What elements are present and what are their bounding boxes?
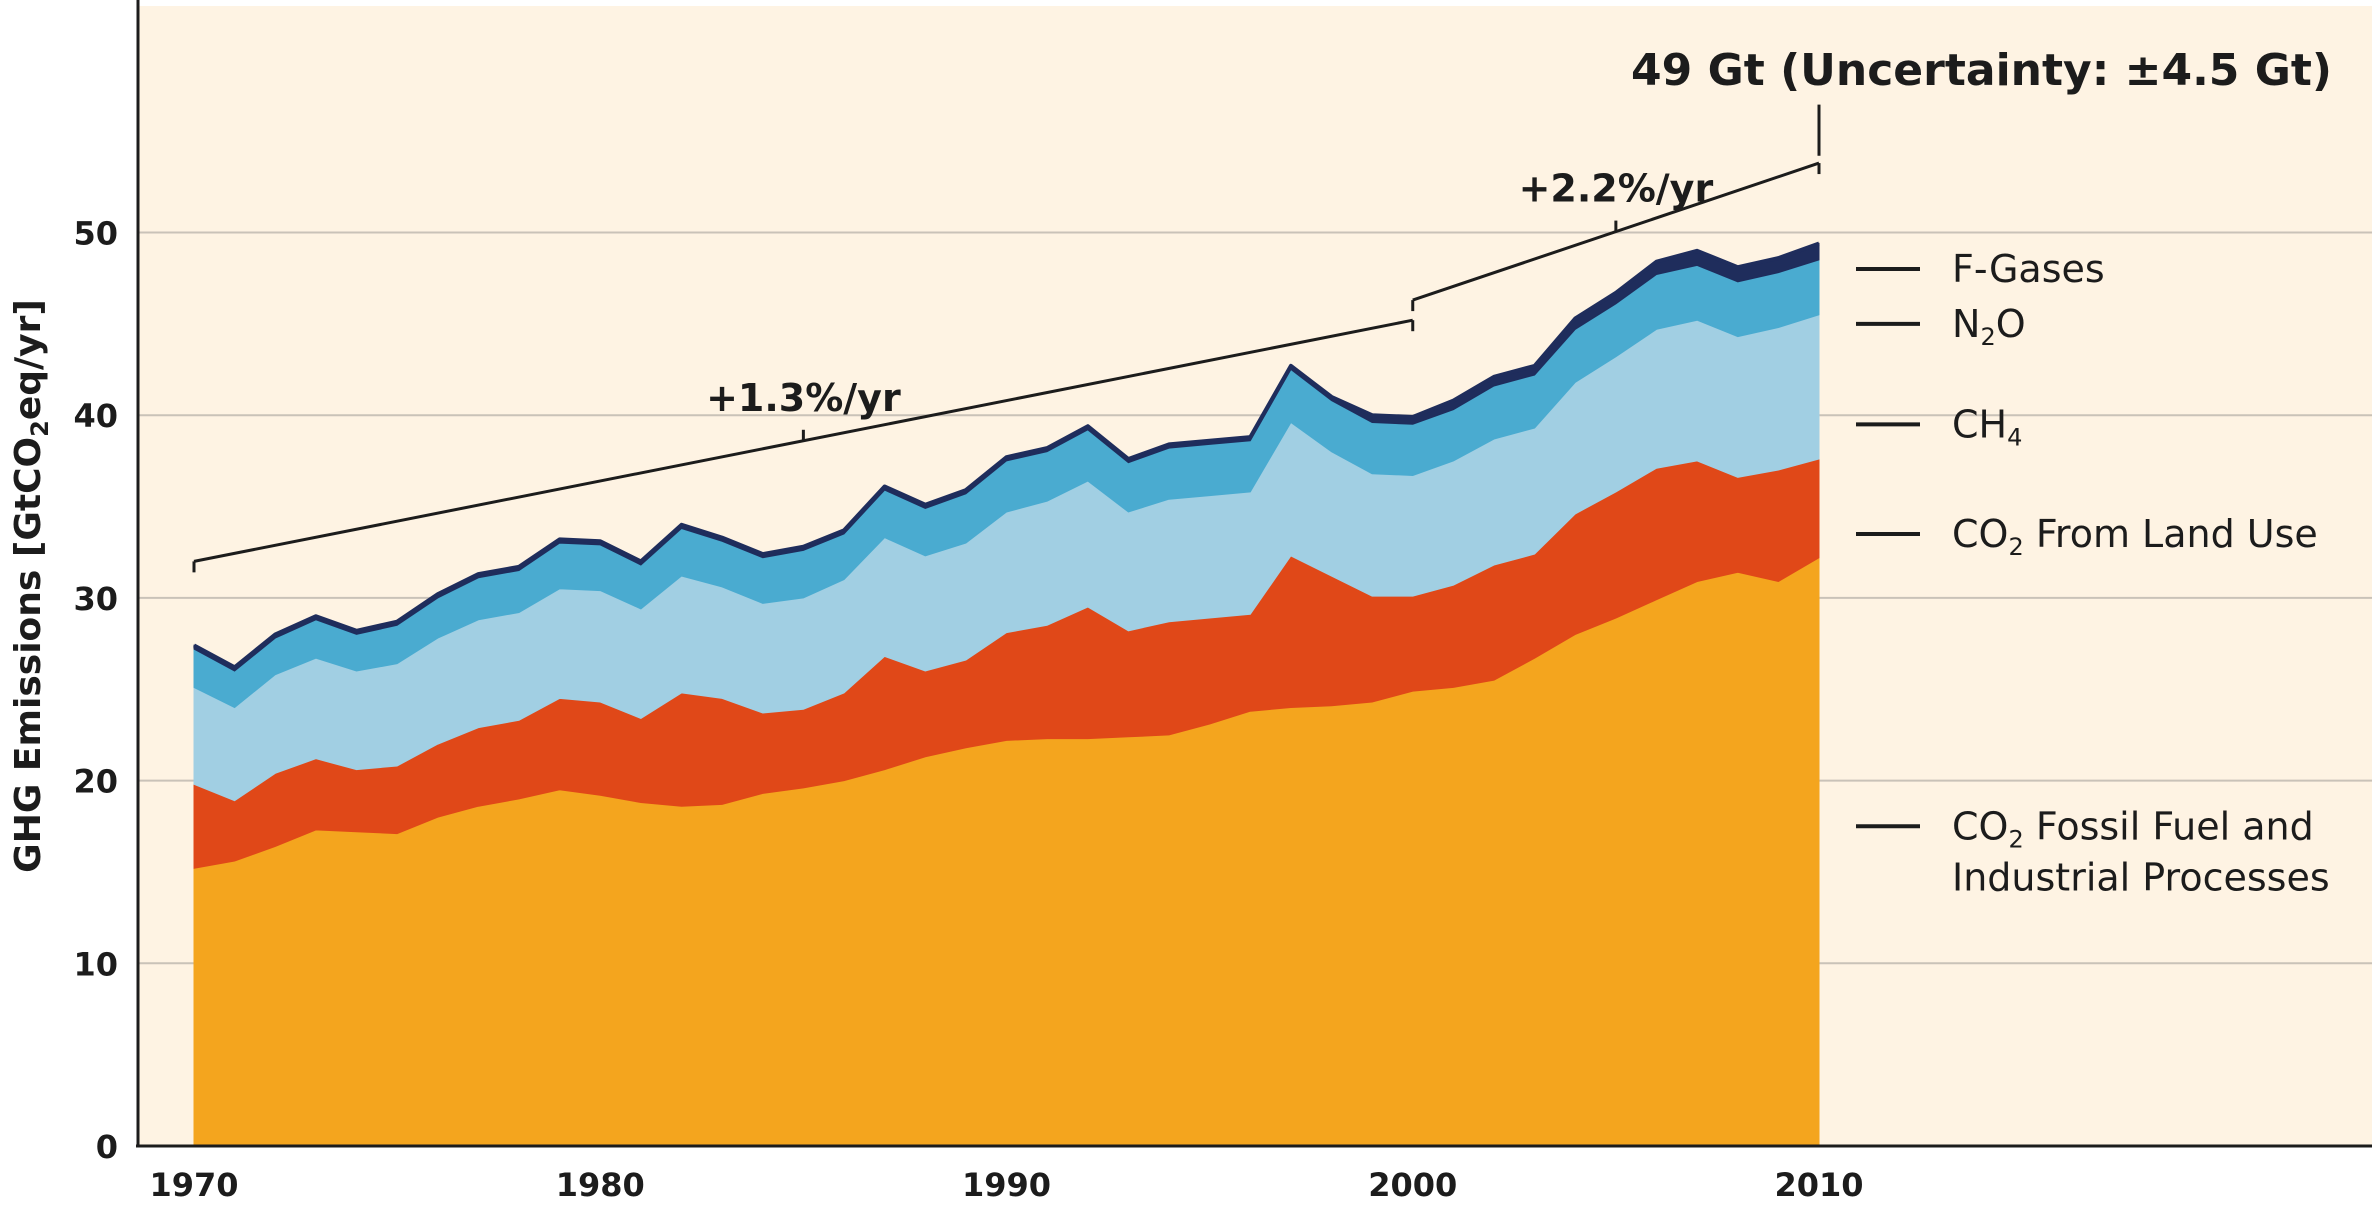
y-tick-label-20: 20 xyxy=(73,763,118,801)
growth-2-label: +2.2%/yr xyxy=(1519,167,1714,211)
total-outline xyxy=(193,241,1820,670)
y-axis-title: GHG Emissions [GtCO2eq/yr] xyxy=(8,299,54,873)
axes xyxy=(136,0,2372,1148)
y-tick-label-0: 0 xyxy=(96,1128,118,1166)
legend-label-1: N2O xyxy=(1952,302,2026,351)
y-tick-label-30: 30 xyxy=(73,580,118,618)
legend-label-3: CO2 From Land Use xyxy=(1952,512,2318,561)
legend-label-0: F-Gases xyxy=(1952,247,2105,291)
growth-annotations: +1.3%/yr +2.2%/yr 49 Gt (Uncertainty: ±4.5… xyxy=(192,45,2332,573)
legend-label-4: CO2 Fossil Fuel and xyxy=(1952,804,2314,853)
y-tick-label-50: 50 xyxy=(73,215,118,253)
y-tick-label-40: 40 xyxy=(73,397,118,435)
legend-label-4-line2: Industrial Processes xyxy=(1952,855,2330,899)
total-emissions-label: 49 Gt (Uncertainty: ±4.5 Gt) xyxy=(1631,45,2332,96)
x-tick-label-1980: 1980 xyxy=(556,1166,645,1204)
growth-1-label: +1.3%/yr xyxy=(706,376,901,420)
x-tick-label-2000: 2000 xyxy=(1368,1166,1457,1204)
tick-labels: 1970 1980 1990 2000 2010 0 10 20 30 40 50 xyxy=(73,215,1863,1205)
legend-label-2: CH4 xyxy=(1952,402,2022,451)
y-tick-label-10: 10 xyxy=(73,945,118,983)
x-tick-label-1970: 1970 xyxy=(149,1166,238,1204)
x-tick-label-2010: 2010 xyxy=(1774,1166,1863,1204)
stacked-areas xyxy=(193,241,1820,1147)
legend: F-Gases N2O CH4 CO2 From Land Use CO2 Fossil… xyxy=(1856,247,2330,899)
x-tick-label-1990: 1990 xyxy=(962,1166,1051,1204)
